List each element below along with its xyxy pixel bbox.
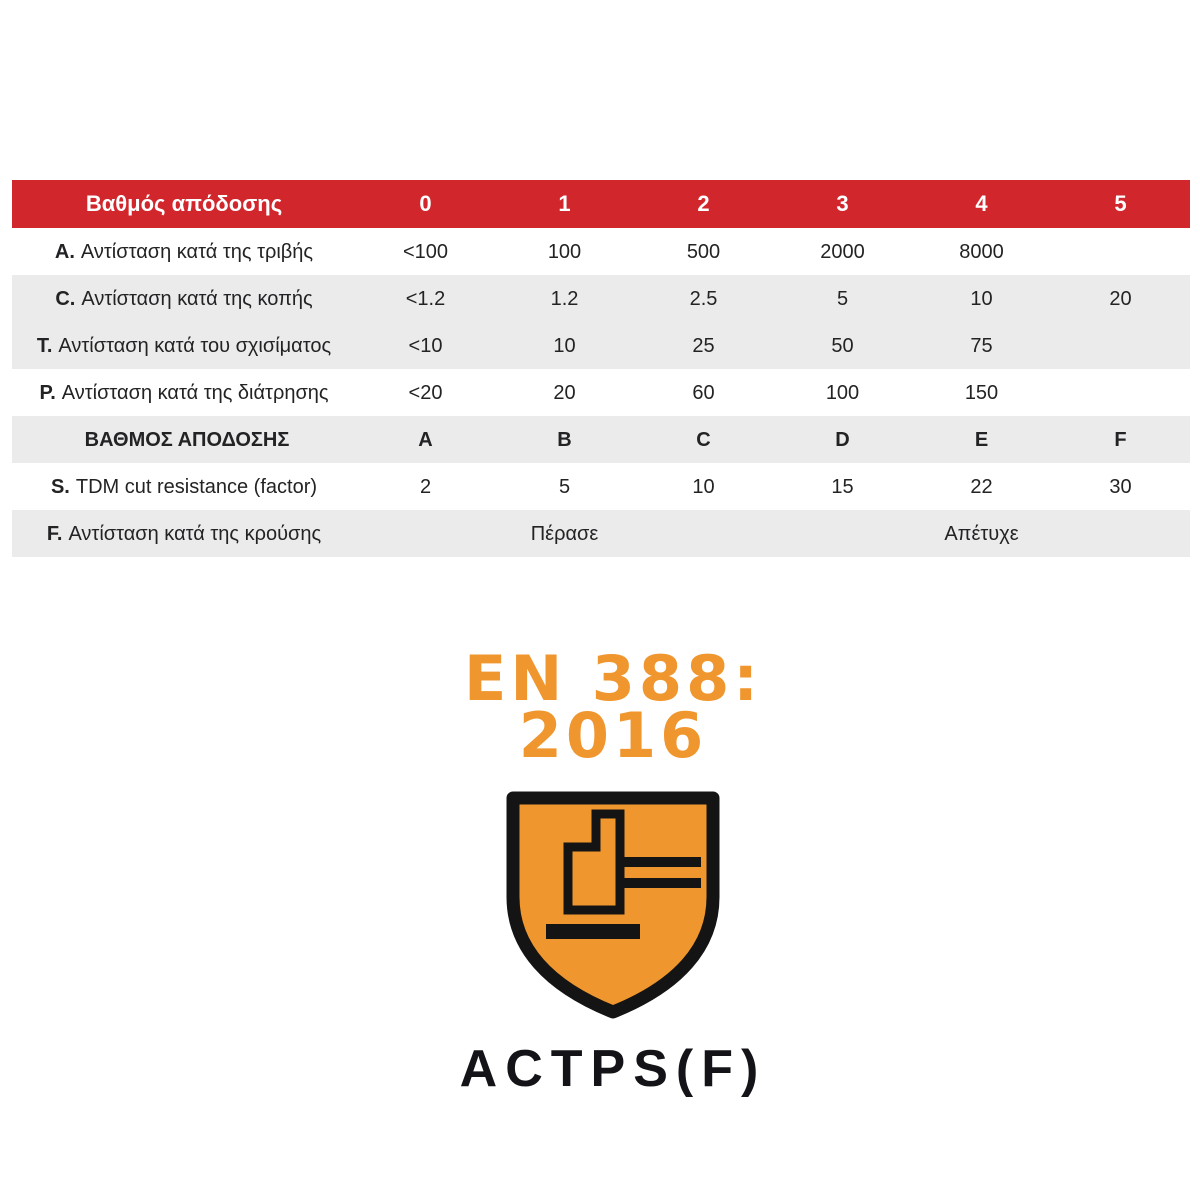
value-cell: 20 — [1051, 275, 1190, 322]
value-cell: <1.2 — [356, 275, 495, 322]
row-label-cell: T. Αντίσταση κατά του σχισίματος — [12, 322, 356, 369]
value-cell: 15 — [831, 475, 854, 498]
en388-shield-abrasion-pictogram-icon — [506, 791, 720, 1019]
row-prefix: C. — [55, 287, 76, 310]
value-cell: 8000 — [959, 240, 1004, 263]
fist-outline — [563, 809, 625, 915]
en388-badge: EN 388: 2016 ACTPS(F) — [413, 642, 813, 1099]
header-col-4: 4 — [912, 180, 1051, 228]
row-label-cell: P. Αντίσταση κατά της διάτρησης — [12, 369, 356, 416]
base-bar — [546, 924, 640, 939]
row-prefix: S. — [50, 475, 70, 498]
value-cell: 75 — [912, 322, 1051, 369]
en388-performance-table: Βαθμός απόδοσης 0 1 2 3 4 5 A. Αντίσταση … — [12, 180, 1190, 557]
performance-code: ACTPS(F) — [459, 1040, 767, 1098]
header-col-5: 5 — [1051, 180, 1190, 228]
value-cell: <100 — [402, 240, 449, 263]
value-cell — [1051, 228, 1190, 275]
value-cell — [1051, 322, 1190, 369]
row-label: Αντίσταση κατά του σχισίματος — [58, 334, 332, 357]
table-header-row: Βαθμός απόδοσης 0 1 2 3 4 5 — [12, 180, 1190, 228]
header-label: Βαθμός απόδοσης — [12, 180, 356, 228]
row-label-cell: C. Αντίσταση κατά της κοπής — [12, 275, 356, 322]
table-row-performance-grade: ΒΑΘΜΟΣ ΑΠΟΔΟΣΗΣ A B C D E F — [12, 416, 1190, 463]
value-cell — [634, 510, 773, 557]
row-label-cell: A. Αντίσταση κατά της τριβής — [12, 228, 356, 275]
value-cell: 20 — [553, 381, 576, 404]
standard-line1: EN 388: — [463, 642, 763, 715]
row-label: Αντίσταση κατά της τριβής — [80, 240, 314, 263]
value-cell — [1051, 369, 1190, 416]
value-cell: 10 — [495, 322, 634, 369]
value-cell: 50 — [773, 322, 912, 369]
row-prefix: T. — [36, 334, 53, 357]
value-cell: D — [773, 416, 912, 463]
row-label: TDM cut resistance (factor) — [75, 475, 318, 498]
table-row-impact: F. Αντίσταση κατά της κρούσης Πέρασε Απέτ… — [12, 510, 1190, 557]
value-cell: B — [495, 416, 634, 463]
value-cell — [1051, 510, 1190, 557]
value-cell: 2000 — [820, 240, 865, 263]
value-cell: 2.5 — [634, 275, 773, 322]
row-prefix: A. — [54, 240, 75, 263]
row-label-cell: F. Αντίσταση κατά της κρούσης — [12, 510, 356, 557]
shield-shape — [506, 791, 720, 1019]
row-label: ΒΑΘΜΟΣ ΑΠΟΔΟΣΗΣ — [84, 428, 290, 451]
value-cell: 500 — [686, 240, 721, 263]
value-cell — [773, 510, 912, 557]
value-cell — [356, 510, 495, 557]
row-prefix: F. — [46, 522, 63, 545]
value-cell: F — [1051, 416, 1190, 463]
value-cell: C — [634, 416, 773, 463]
value-cell: 60 — [692, 381, 715, 404]
value-cell: <10 — [356, 322, 495, 369]
value-cell: 22 — [970, 475, 993, 498]
row-label-cell: S. TDM cut resistance (factor) — [12, 463, 356, 510]
standard-title: EN 388: 2016 — [413, 642, 813, 772]
table-row-tdm-cut: S. TDM cut resistance (factor) 2 5 10 15 … — [12, 463, 1190, 510]
value-cell: E — [912, 416, 1051, 463]
header-col-3: 3 — [773, 180, 912, 228]
row-label: Αντίσταση κατά της κοπής — [81, 287, 313, 310]
value-cell: 10 — [692, 475, 715, 498]
value-cell: 25 — [634, 322, 773, 369]
value-cell: 150 — [964, 381, 999, 404]
row-label-cell: ΒΑΘΜΟΣ ΑΠΟΔΟΣΗΣ — [12, 416, 356, 463]
blade-bar-top — [618, 857, 701, 867]
table-row-abrasion: A. Αντίσταση κατά της τριβής <100 100 500… — [12, 228, 1190, 275]
row-prefix: P. — [39, 381, 56, 404]
value-cell: 10 — [912, 275, 1051, 322]
blade-bar-bottom — [618, 878, 701, 888]
table-row-cut: C. Αντίσταση κατά της κοπής <1.2 1.2 2.5 … — [12, 275, 1190, 322]
header-col-1: 1 — [495, 180, 634, 228]
value-cell: A — [356, 416, 495, 463]
table-row-puncture: P. Αντίσταση κατά της διάτρησης <20 20 60… — [12, 369, 1190, 416]
value-cell: 100 — [547, 240, 582, 263]
value-cell: 2 — [419, 475, 432, 498]
value-cell: <20 — [408, 381, 443, 404]
value-cell: 1.2 — [495, 275, 634, 322]
header-col-0: 0 — [356, 180, 495, 228]
value-cell: Πέρασε — [495, 510, 634, 557]
standard-line2: 2016 — [518, 699, 708, 772]
header-col-2: 2 — [634, 180, 773, 228]
table-row-tear: T. Αντίσταση κατά του σχισίματος <10 10 2… — [12, 322, 1190, 369]
value-cell: 5 — [558, 475, 571, 498]
value-cell: Απέτυχε — [912, 510, 1051, 557]
row-label: Αντίσταση κατά της διάτρησης — [61, 381, 329, 404]
row-label: Αντίσταση κατά της κρούσης — [68, 522, 322, 545]
value-cell: 5 — [773, 275, 912, 322]
value-cell: 100 — [825, 381, 860, 404]
value-cell: 30 — [1109, 475, 1132, 498]
